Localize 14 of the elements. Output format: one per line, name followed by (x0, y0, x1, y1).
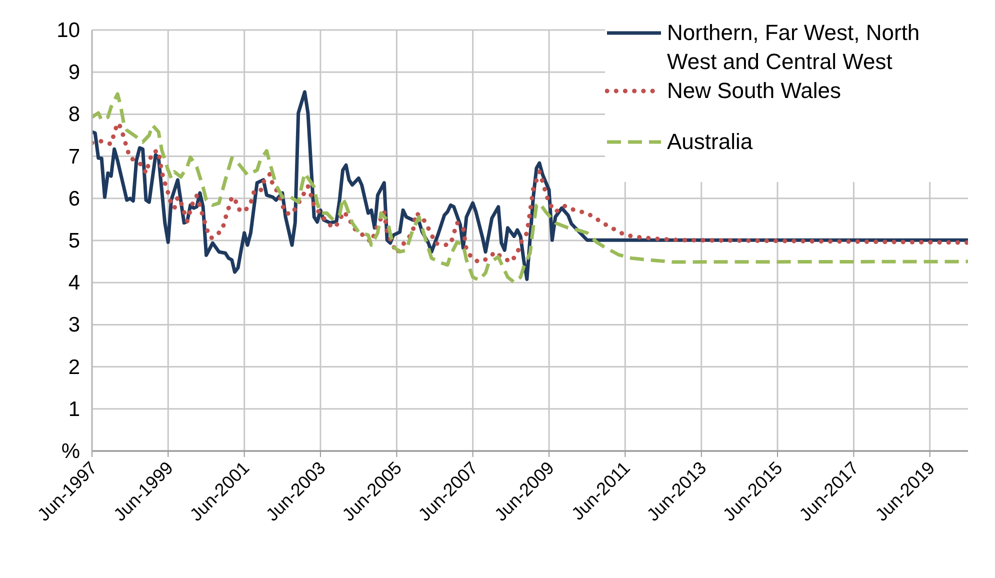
legend-label: Northern, Far West, North West and Central West (667, 19, 921, 76)
y-tick-label: 8 (68, 103, 80, 126)
legend-label: Australia (667, 128, 753, 156)
y-tick-label: 4 (68, 272, 80, 295)
y-tick-label: 9 (68, 61, 80, 84)
y-tick-label: 3 (68, 314, 80, 337)
y-tick-label: 6 (68, 187, 80, 210)
legend-label: New South Wales (667, 77, 842, 105)
y-tick-label: 10 (56, 19, 80, 42)
y-tick-label: 7 (68, 145, 80, 168)
y-tick-label: 2 (68, 356, 80, 379)
y-tick-label: 1 (68, 398, 80, 421)
y-tick-label: % (61, 440, 80, 463)
y-tick-label: 5 (68, 230, 80, 252)
